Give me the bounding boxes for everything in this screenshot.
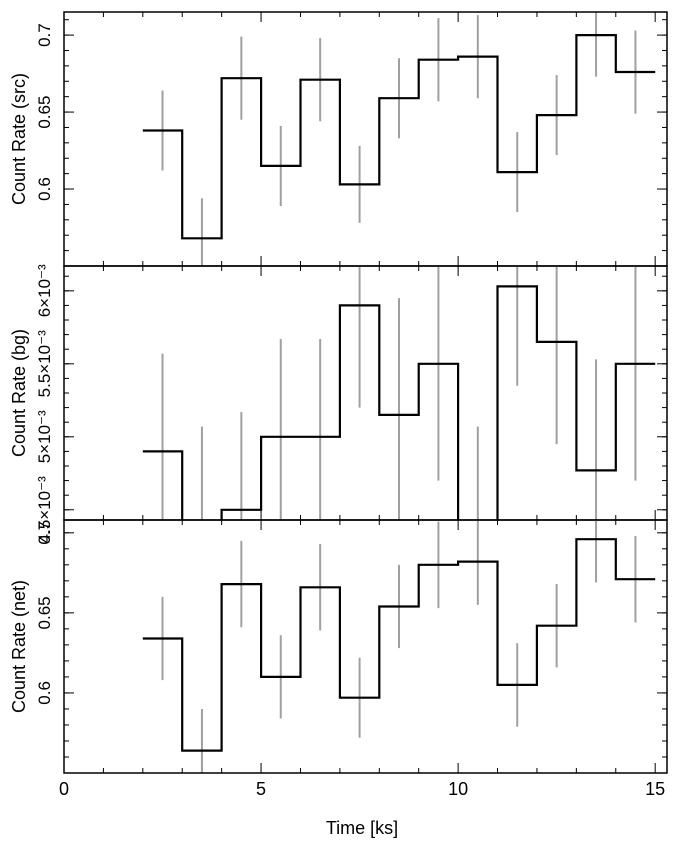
y-tick-label-src: 0.65 [35,96,54,129]
y-tick-label-bg: 5.5×10⁻³ [35,330,54,397]
y-axis-label-src: Count Rate (src) [9,73,29,205]
x-tick-label: 0 [59,779,69,799]
y-tick-label-bg: 6×10⁻³ [35,264,54,317]
x-tick-label: 10 [448,779,468,799]
step-line-net [142,538,656,752]
step-line-src [142,34,656,240]
y-tick-label-net: 0.6 [35,681,54,705]
y-tick-label-net: 0.7 [35,521,54,545]
y-tick-label-net: 0.65 [35,596,54,629]
x-axis-label: Time [ks] [326,818,398,838]
panel-bg: 4.5×10⁻³ 5×10⁻³ 5.5×10⁻³ 6×10⁻³ Count Rate (… [9,264,668,543]
y-tick-label-bg: 4.5×10⁻³ [35,476,54,543]
data-src [142,12,656,266]
data-bg [142,266,656,520]
panel-src: 0.6 0.65 0.7 Count Rate (src) [9,11,668,267]
x-tick-label: 15 [645,779,665,799]
y-tick-label-bg: 5×10⁻³ [35,410,54,463]
axes-frame-net [63,519,668,774]
panel-net: 0.6 0.65 0.7 Count Rate (net) 0 5 10 15 [9,519,668,799]
y-axis-label-bg: Count Rate (bg) [9,329,29,457]
step-line-bg [142,285,656,520]
data-net [142,520,656,773]
y-axis-label-net: Count Rate (net) [9,580,29,713]
x-tick-label: 5 [256,779,266,799]
y-tick-label-src: 0.7 [35,23,54,47]
y-tick-label-src: 0.6 [35,177,54,201]
